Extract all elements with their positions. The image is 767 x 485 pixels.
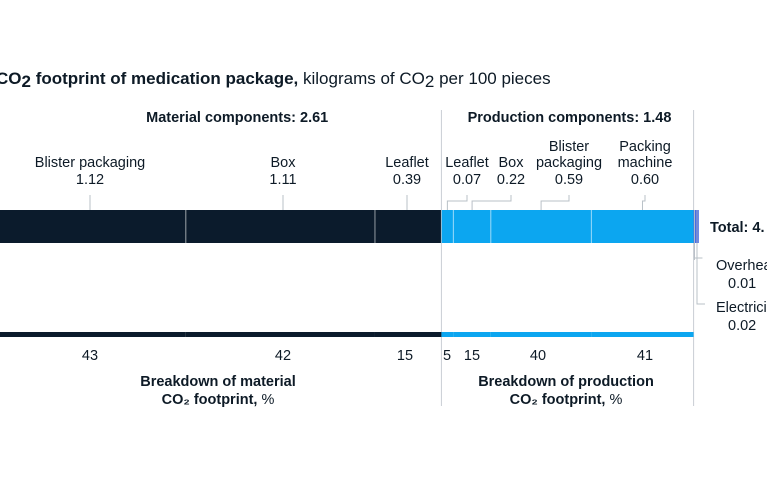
label-production-2-line-1: packaging [536, 155, 602, 171]
label-production-1-line-0: Box [499, 155, 525, 171]
leader-production-2 [540, 195, 570, 210]
title-sub-2: 2 [22, 72, 31, 91]
percent-bar-segment-production-1 [453, 332, 491, 337]
production-header: Production components: 1.48 [468, 110, 672, 126]
other-label-1: Electrici [716, 300, 767, 316]
value-production-3: 0.60 [631, 172, 659, 188]
bar-separator-6 [590, 210, 592, 243]
label-production-3-line-1: machine [618, 155, 673, 171]
production-footer-line1: Breakdown of production [478, 374, 654, 390]
bar-separator-1 [185, 210, 187, 243]
label-material-1-line-0: Box [271, 155, 297, 171]
percent-bar [0, 332, 694, 337]
percent-bar-segment-material-1 [185, 332, 375, 337]
percent-production-0: 5 [443, 348, 451, 364]
percent-production-3: 41 [637, 348, 653, 364]
bar-segment-material-0 [0, 210, 186, 243]
label-material-0-line-0: Blister packaging [35, 155, 145, 171]
label-production-0-line-0: Leaflet [445, 155, 489, 171]
other-callouts: Overhea 0.01 Electrici 0.02 [693, 210, 767, 334]
title-unit-sub-2: 2 [425, 72, 434, 91]
production-footer-line2-normal: % [605, 392, 622, 408]
value-material-0: 1.12 [76, 172, 104, 188]
bar-separator-2 [374, 210, 376, 243]
percent-bar-segment-production-0 [441, 332, 454, 337]
value-production-1: 0.22 [497, 172, 525, 188]
total-label-group: Total: 4. [710, 220, 765, 236]
leader-production-0 [446, 195, 468, 210]
material-footer-line2-normal: % [257, 392, 274, 408]
bar-segment-production-3 [591, 210, 694, 243]
material-footer-line2-bold: CO₂ footprint, [162, 392, 258, 408]
value-material-1: 1.11 [269, 172, 296, 188]
bar-separator-5 [490, 210, 492, 243]
bar-segment-material-1 [185, 210, 375, 243]
bar-separator-4 [452, 210, 454, 243]
chart-title: CO2 footprint of medication package, kil… [0, 69, 551, 91]
section-footers: Breakdown of material CO₂ footprint, % Bre… [140, 374, 654, 408]
percent-production-1: 15 [464, 348, 480, 364]
value-production-0: 0.07 [453, 172, 481, 188]
bar-segment-production-0 [441, 210, 454, 243]
percent-labels: 43 42 15 5 15 40 41 [82, 348, 653, 364]
other-value-1: 0.02 [728, 318, 756, 334]
bar-segment-production-1 [453, 210, 491, 243]
section-headers: Material components: 2.61 Production comp… [146, 110, 671, 126]
title-bold-part: footprint of medication package, [31, 69, 298, 88]
title-co: CO [0, 69, 22, 88]
leader-lines [89, 195, 646, 210]
chart-title-text: CO2 footprint of medication package, kil… [0, 69, 551, 91]
title-unit-part: kilograms of CO [298, 69, 425, 88]
percent-bar-segment-material-0 [0, 332, 186, 337]
percent-material-2: 15 [397, 348, 413, 364]
percent-material-1: 42 [275, 348, 291, 364]
other-label-0: Overhea [716, 258, 767, 274]
percent-bar-segment-material-2 [374, 332, 442, 337]
material-header: Material components: 2.61 [146, 110, 328, 126]
bar-segment-production-2 [490, 210, 592, 243]
percent-bar-segment-production-2 [490, 332, 592, 337]
other-value-0: 0.01 [728, 276, 756, 292]
label-production-2-line-0: Blister [549, 139, 589, 155]
leader-production-3 [641, 195, 646, 210]
production-footer-line2-bold: CO₂ footprint, [510, 392, 606, 408]
material-footer-line1: Breakdown of material [140, 374, 296, 390]
label-material-2-line-0: Leaflet [385, 155, 429, 171]
bar-separator-3 [440, 210, 442, 243]
value-production-2: 0.59 [555, 172, 583, 188]
production-footer-line2: CO₂ footprint, % [510, 392, 623, 408]
total-label: Total: 4. [710, 220, 765, 236]
title-unit-suffix: per 100 pieces [434, 69, 550, 88]
material-footer-line2: CO₂ footprint, % [162, 392, 275, 408]
percent-material-0: 43 [82, 348, 98, 364]
percent-production-2: 40 [530, 348, 546, 364]
main-bar [0, 210, 699, 243]
leader-production-1 [471, 195, 512, 210]
value-material-2: 0.39 [393, 172, 421, 188]
section-dividers [440, 110, 695, 406]
leader-other-1 [696, 210, 705, 305]
bar-segment-material-2 [374, 210, 442, 243]
label-production-3-line-0: Packing [619, 139, 671, 155]
component-labels: Blister packaging1.12Box1.11Leaflet0.39L… [35, 139, 673, 188]
percent-bar-segment-production-3 [591, 332, 694, 337]
